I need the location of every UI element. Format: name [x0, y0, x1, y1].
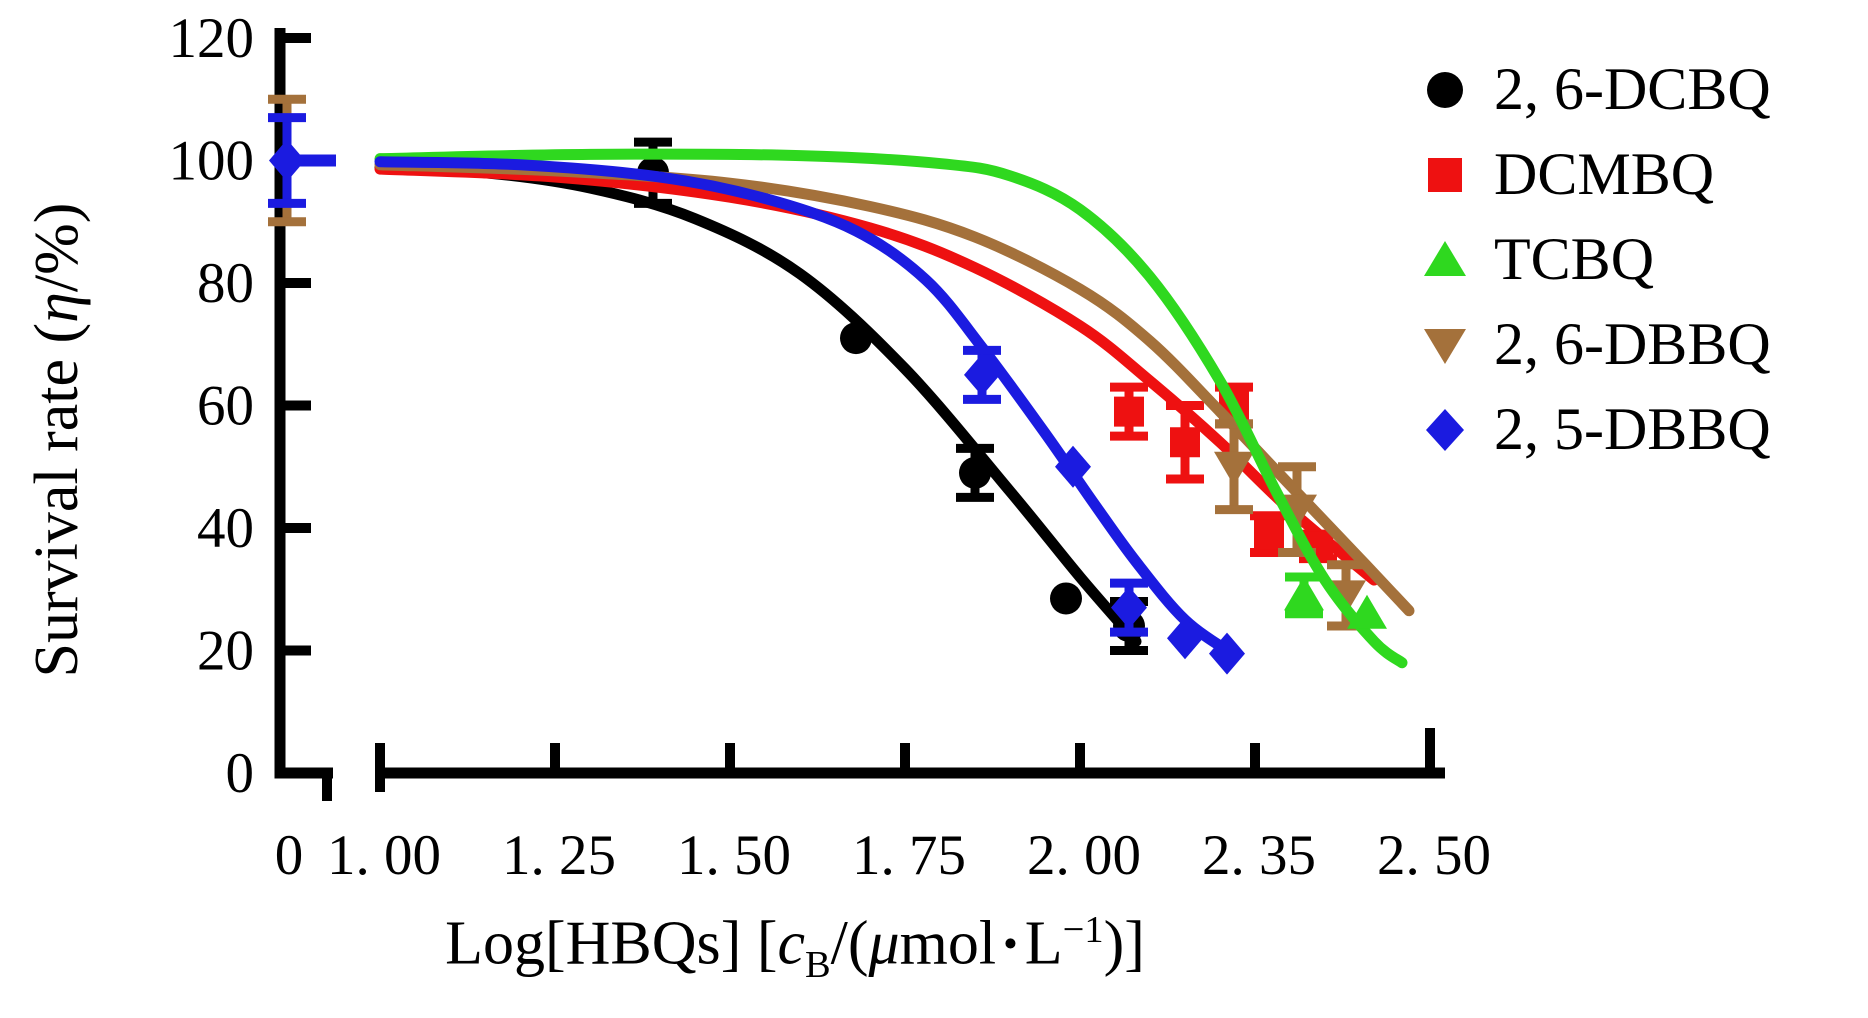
diamond-marker — [1055, 445, 1091, 488]
circle-marker — [959, 456, 991, 489]
square-marker — [1170, 427, 1200, 458]
x-title-suffix: )] — [1103, 909, 1145, 978]
exponent: −1 — [1062, 909, 1104, 951]
concentration-subscript: B — [805, 944, 831, 987]
legend-item: 2, 5-DBBQ — [1422, 387, 1771, 472]
x-tick-label: 1. 25 — [502, 824, 616, 887]
fit-curve-TCBQ — [374, 148, 1408, 669]
fit-curve-2, 5-DBBQ — [374, 156, 1240, 661]
y-title-text: Survival rate ( — [23, 322, 91, 678]
triangle-down-marker — [1214, 451, 1254, 486]
x-title-mol: mol — [899, 909, 997, 978]
concentration-symbol: c — [777, 909, 806, 978]
diamond-marker — [1111, 586, 1147, 629]
multiplication-dot: · — [1000, 909, 1021, 978]
diamond-marker — [1167, 617, 1203, 660]
x-title-liter: L — [1024, 909, 1063, 978]
legend-item: DCMBQ — [1422, 132, 1771, 217]
legend: 2, 6-DCBQ DCMBQ TCBQ 2, 6-DBBQ 2, 5-DBBQ — [1422, 47, 1771, 472]
x-tick-label: 2. 00 — [1027, 824, 1141, 887]
x-tick-label: 1. 00 — [327, 824, 441, 887]
legend-item: 2, 6-DBBQ — [1422, 302, 1771, 387]
diamond-marker — [1209, 632, 1245, 675]
legend-label: 2, 5-DBBQ — [1494, 396, 1771, 462]
legend-square-icon — [1428, 157, 1462, 192]
triangle-up-glyph — [1424, 240, 1466, 276]
x-tick-label: 2. 35 — [1202, 824, 1316, 887]
legend-circle-icon — [1427, 71, 1463, 108]
legend-triangle-down-icon — [1424, 328, 1466, 364]
triangle-up-marker — [1284, 576, 1324, 611]
legend-item: 2, 6-DCBQ — [1422, 47, 1771, 132]
y-axis-title: Survival rate (η/%) — [22, 0, 92, 890]
legend-item: TCBQ — [1422, 217, 1771, 302]
square-marker — [1254, 519, 1284, 550]
diamond-marker — [269, 139, 305, 182]
diamond-glyph — [1426, 408, 1464, 451]
y-title-unit: /%) — [23, 202, 91, 293]
circle-marker — [840, 322, 872, 355]
x-tick-label-zero: 0 — [275, 824, 304, 887]
circle-glyph — [1427, 71, 1463, 108]
legend-label: 2, 6-DCBQ — [1494, 56, 1771, 122]
x-tick-label: 2. 50 — [1377, 824, 1491, 887]
legend-triangle-up-icon — [1424, 240, 1466, 276]
square-glyph — [1428, 157, 1462, 192]
square-marker — [1114, 396, 1144, 427]
legend-diamond-icon — [1426, 408, 1464, 451]
y-tick-label: 100 — [169, 130, 255, 193]
diamond-marker — [964, 353, 1000, 396]
y-tick-label: 80 — [197, 252, 254, 315]
eta-symbol: η — [23, 292, 91, 323]
legend-label: TCBQ — [1494, 226, 1655, 292]
legend-label: 2, 6-DBBQ — [1494, 311, 1771, 377]
y-tick-label: 120 — [169, 7, 255, 70]
x-title-divider: /( — [830, 909, 869, 978]
y-tick-label: 0 — [226, 742, 255, 805]
x-axis-title: Log[HBQs] [cB/(μmol·L−1)] — [370, 908, 1220, 987]
x-title-prefix: Log[HBQs] [ — [445, 909, 778, 978]
y-tick-label: 20 — [197, 620, 254, 683]
legend-label: DCMBQ — [1494, 141, 1715, 207]
x-tick-label: 1. 50 — [677, 824, 791, 887]
triangle-down-glyph — [1424, 328, 1466, 364]
fit-curve-DCMBQ — [374, 163, 1380, 586]
mu-symbol: μ — [868, 909, 900, 978]
circle-marker — [1050, 582, 1082, 615]
y-tick-label: 40 — [197, 497, 254, 560]
triangle-up-marker — [1347, 594, 1387, 629]
x-tick-label: 1. 75 — [852, 824, 966, 887]
y-tick-label: 60 — [197, 375, 254, 438]
